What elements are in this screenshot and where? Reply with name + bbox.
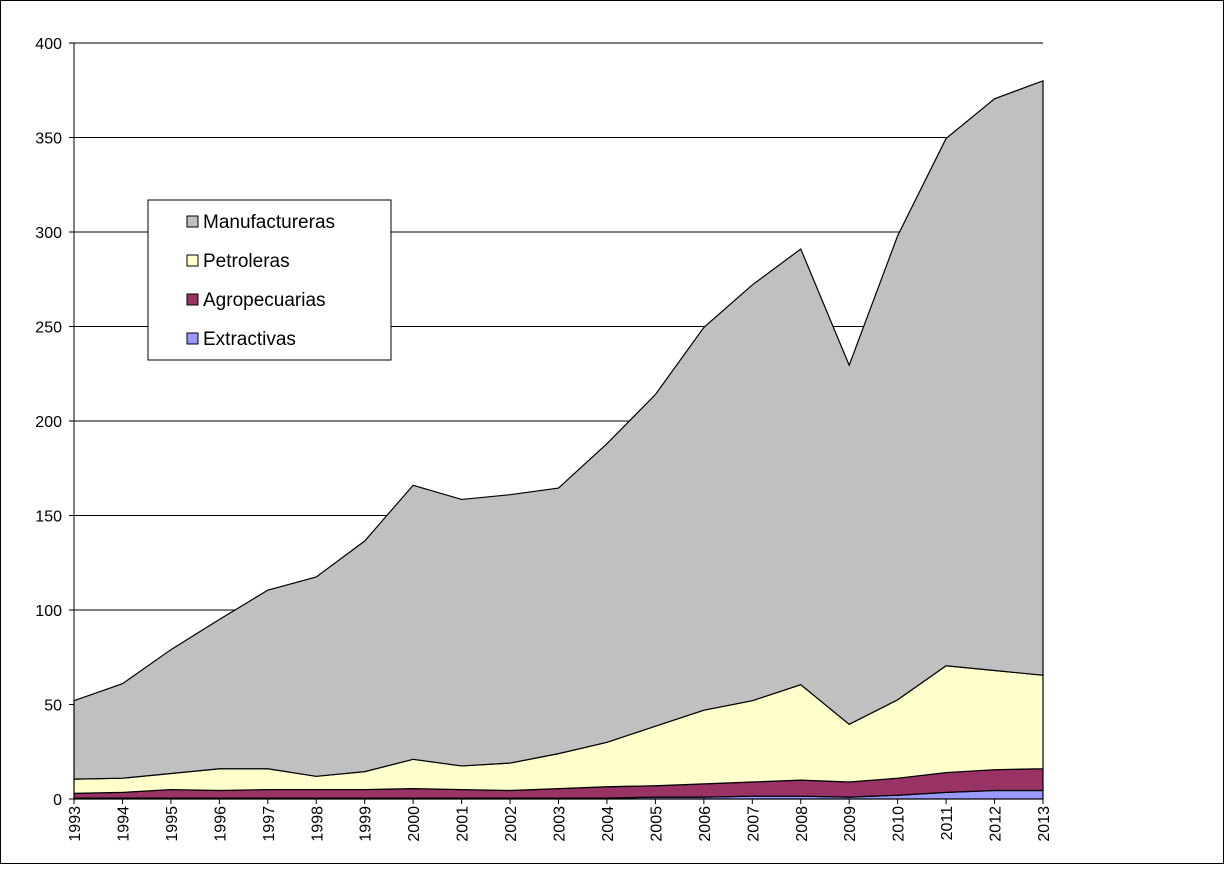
legend-label: Agropecuarias [203, 290, 326, 311]
x-tick-label: 2013 [1036, 806, 1053, 842]
y-tick-label: 300 [35, 225, 62, 242]
x-tick-label: 2008 [794, 806, 811, 842]
x-tick-label: 2009 [842, 806, 859, 842]
legend-label: Petroleras [203, 251, 290, 272]
x-tick-label: 2006 [697, 806, 714, 842]
y-tick-label: 350 [35, 131, 62, 148]
legend-label: Manufactureras [203, 212, 335, 233]
x-tick-label: 2011 [939, 806, 956, 841]
y-tick-label: 50 [44, 698, 62, 715]
area [73, 79, 1044, 780]
x-tick-label: 2003 [552, 806, 569, 842]
x-tick-label: 1998 [309, 806, 326, 842]
legend-swatch [186, 254, 199, 267]
x-tick-label: 2010 [891, 806, 908, 842]
x-tick-label: 2000 [406, 806, 423, 842]
y-tick-label: 150 [35, 509, 62, 526]
x-tick-label: 2004 [600, 806, 617, 842]
x-tick-label: 1996 [212, 806, 229, 842]
x-tick-label: 1999 [358, 806, 375, 842]
y-tick-label: 250 [35, 320, 62, 337]
x-tick-label: 2002 [503, 806, 520, 842]
x-tick-label: 1995 [164, 806, 181, 842]
legend-swatch [186, 215, 199, 228]
x-tick-label: 2001 [455, 806, 472, 842]
x-tick-label: 1994 [115, 806, 132, 842]
y-tick-label: 400 [35, 36, 62, 53]
x-tick-label: 1993 [67, 806, 84, 842]
legend-swatch [186, 332, 199, 345]
legend-label: Extractivas [203, 329, 296, 350]
y-tick-label: 200 [35, 414, 62, 431]
legend-swatch [186, 293, 199, 306]
x-tick-label: 1997 [261, 806, 278, 842]
y-tick-label: 0 [53, 792, 62, 809]
x-tick-label: 2012 [988, 806, 1005, 842]
x-tick-label: 2007 [745, 806, 762, 842]
y-tick-label: 100 [35, 603, 62, 620]
x-tick-label: 2005 [648, 806, 665, 842]
